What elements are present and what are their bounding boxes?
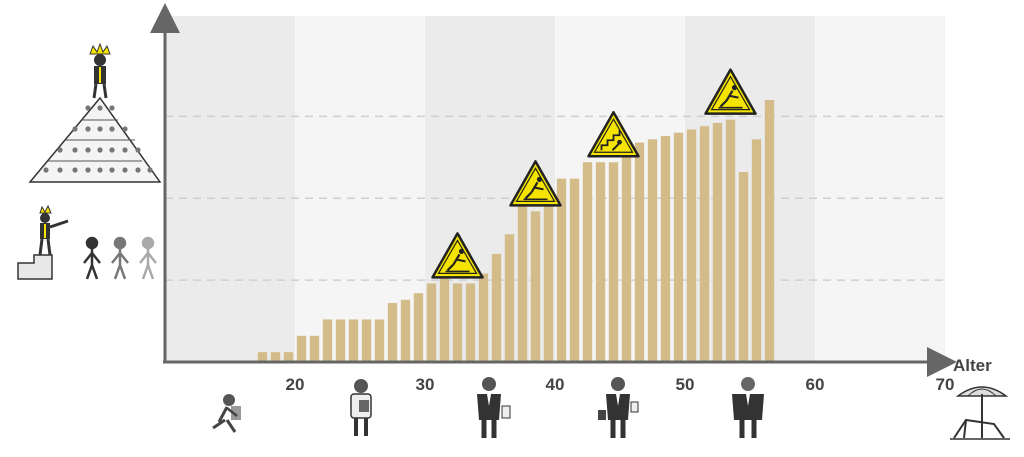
bar <box>257 352 268 362</box>
x-tick-label: 60 <box>806 375 825 394</box>
bar <box>348 319 359 362</box>
bar <box>660 136 671 362</box>
bar <box>491 253 502 362</box>
bar <box>725 119 736 363</box>
bar <box>751 139 762 362</box>
bar <box>530 211 541 362</box>
bar <box>764 100 775 362</box>
bar <box>309 335 320 362</box>
bar <box>361 319 372 362</box>
bar <box>543 191 554 362</box>
falling-person-warning-icon <box>704 68 757 115</box>
falling-person-warning-icon <box>431 232 484 279</box>
bar <box>270 352 281 362</box>
x-tick-labels: 20 30 40 50 60 70 <box>286 375 955 394</box>
bar <box>673 132 684 362</box>
bar <box>465 283 476 362</box>
bar <box>426 283 437 362</box>
bar <box>439 276 450 362</box>
businessman-icon <box>598 377 639 438</box>
beach-chair-umbrella-icon <box>950 386 1010 440</box>
bar <box>595 162 606 362</box>
background-bands <box>165 16 945 362</box>
bar <box>452 283 463 362</box>
x-tick-label: 40 <box>546 375 565 394</box>
bar <box>686 129 697 362</box>
bar <box>413 293 424 362</box>
senior-businessman-icon <box>732 377 764 438</box>
bar <box>569 178 580 362</box>
x-tick-label: 30 <box>416 375 435 394</box>
bar <box>647 139 658 362</box>
bar <box>387 303 398 362</box>
bar <box>374 319 385 362</box>
bar <box>556 178 567 362</box>
bar <box>478 273 489 362</box>
warning-markers <box>431 68 757 279</box>
bar <box>634 142 645 362</box>
bar <box>517 201 528 362</box>
bar <box>621 145 632 362</box>
student-running-icon <box>212 394 241 433</box>
background-band <box>165 16 295 362</box>
background-band <box>815 16 945 362</box>
bar <box>400 299 411 362</box>
bar <box>608 162 619 362</box>
falling-down-stairs-warning-icon <box>587 110 640 158</box>
x-axis-label: Alter <box>953 356 992 375</box>
bar <box>712 122 723 362</box>
bar <box>283 352 294 362</box>
bar <box>699 126 710 362</box>
bar-series <box>257 100 775 363</box>
bar <box>504 234 515 362</box>
bar <box>296 335 307 362</box>
x-tick-label: 70 <box>936 375 955 394</box>
gridlines <box>165 115 945 281</box>
x-tick-label: 50 <box>676 375 695 394</box>
bar <box>738 172 749 362</box>
businessman-icon <box>477 377 511 438</box>
leader-on-podium-icon <box>17 204 157 280</box>
young-professional-icon <box>350 379 372 436</box>
pyramid-hierarchy-icon <box>28 42 162 183</box>
x-tick-label: 20 <box>286 375 305 394</box>
bar <box>335 319 346 362</box>
falling-person-warning-icon <box>509 160 562 207</box>
bar <box>582 162 593 362</box>
bar <box>322 319 333 362</box>
